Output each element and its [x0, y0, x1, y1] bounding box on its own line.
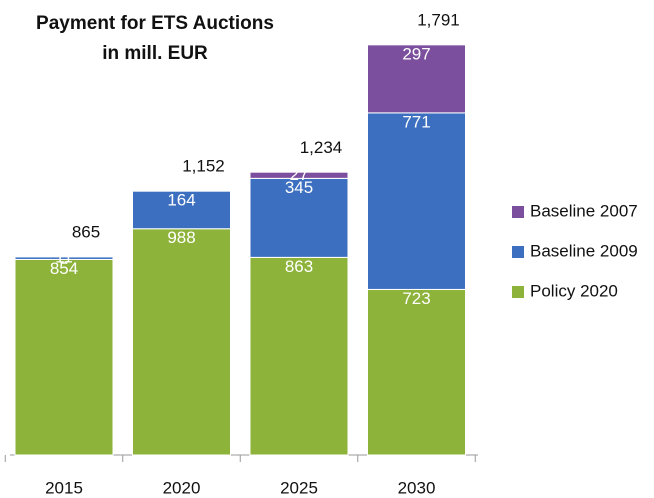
- segment-label: 723: [402, 289, 430, 308]
- legend-label: Baseline 2009: [530, 241, 638, 260]
- total-label: 865: [72, 222, 100, 241]
- bar-segment: [14, 256, 114, 260]
- x-tick-label: 2025: [280, 478, 318, 497]
- chart-title: Payment for ETS Auctions: [36, 13, 274, 34]
- bar-segment: [14, 258, 114, 456]
- x-tick-label: 2030: [398, 478, 436, 497]
- segment-label: 854: [50, 259, 78, 278]
- legend-swatch: [512, 246, 524, 258]
- segment-label: 988: [167, 228, 195, 247]
- bar-segment: [132, 190, 231, 230]
- bar-segment: [367, 112, 466, 290]
- legend-label: Policy 2020: [530, 281, 618, 300]
- bar-segment: [367, 288, 466, 456]
- bar-segment: [249, 256, 349, 456]
- total-label: 1,791: [417, 10, 460, 29]
- segment-label: 297: [402, 44, 430, 63]
- total-label: 1,234: [300, 138, 343, 157]
- bar-segment: [132, 228, 231, 456]
- legend-swatch: [512, 286, 524, 298]
- segment-label: 863: [285, 257, 313, 276]
- legend-swatch: [512, 206, 524, 218]
- bar-segment: [249, 171, 349, 179]
- segment-label: 11: [55, 248, 73, 267]
- bar-segment: [249, 177, 349, 258]
- x-tick-label: 2020: [163, 478, 201, 497]
- legend-label: Baseline 2007: [530, 201, 638, 220]
- segment-label: 345: [285, 178, 313, 197]
- chart-subtitle: in mill. EUR: [102, 43, 208, 64]
- bar-segment: [367, 44, 466, 114]
- total-label: 1,152: [182, 157, 225, 176]
- x-tick-label: 2015: [45, 478, 83, 497]
- segment-label: 164: [167, 191, 195, 210]
- segment-label: 771: [402, 112, 430, 131]
- segment-label: 27: [290, 165, 309, 184]
